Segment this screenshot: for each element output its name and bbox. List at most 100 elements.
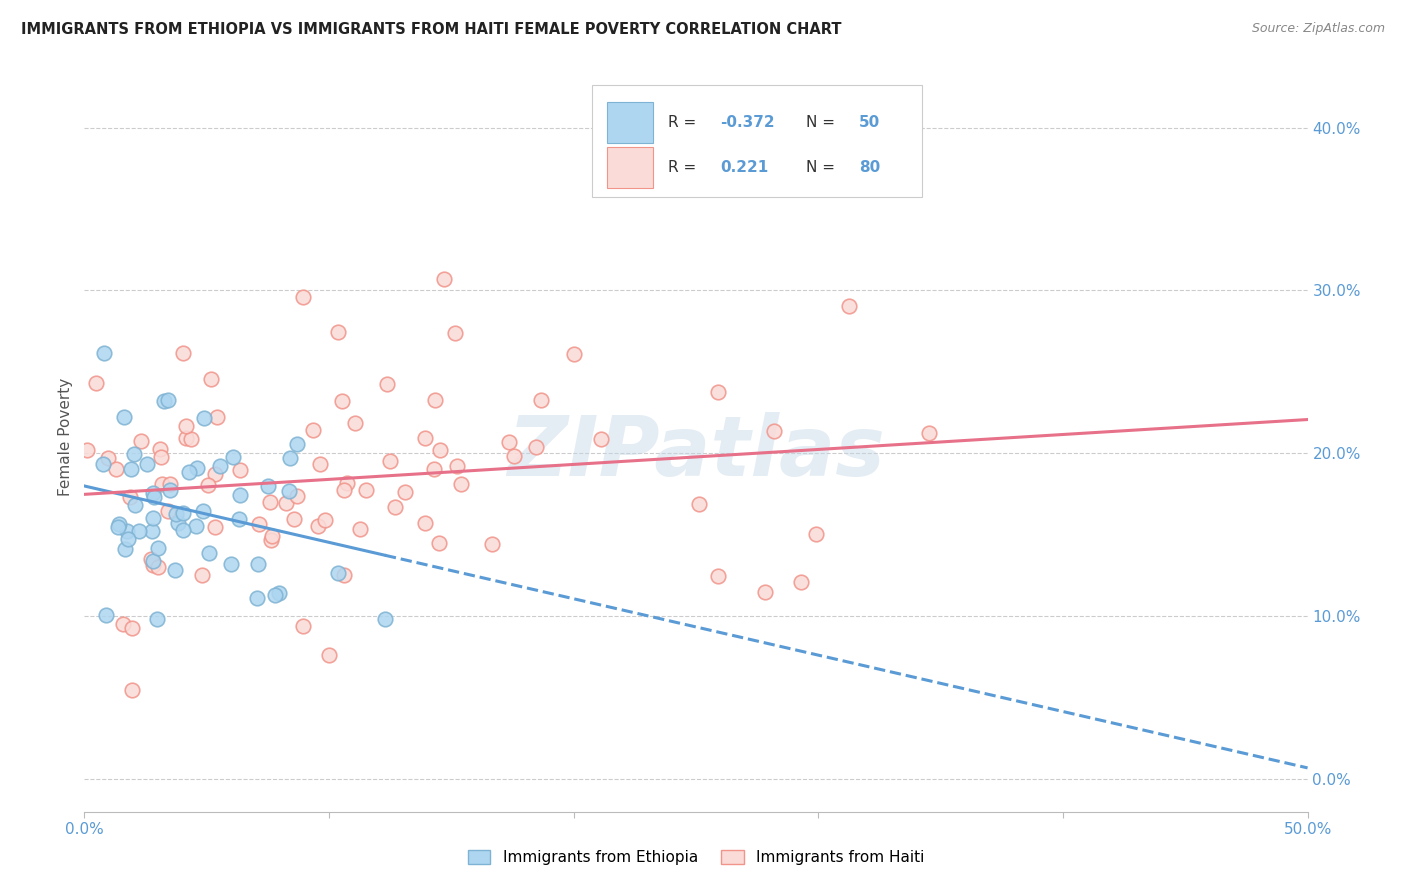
- Point: [246, 558, 269, 572]
- Point: [174, 419, 197, 434]
- Point: [707, 385, 730, 400]
- Point: [163, 563, 186, 577]
- Text: R =: R =: [668, 160, 702, 175]
- Point: [336, 476, 359, 491]
- Point: [166, 516, 188, 531]
- Point: [172, 523, 194, 537]
- Text: ZIPatlas: ZIPatlas: [508, 411, 884, 492]
- Point: [107, 520, 129, 534]
- Point: [378, 454, 401, 468]
- Point: [91, 457, 114, 471]
- Point: [263, 588, 285, 602]
- Text: IMMIGRANTS FROM ETHIOPIA VS IMMIGRANTS FROM HAITI FEMALE POVERTY CORRELATION CHA: IMMIGRANTS FROM ETHIOPIA VS IMMIGRANTS F…: [21, 22, 842, 37]
- Point: [148, 541, 170, 555]
- Point: [180, 432, 202, 446]
- Point: [413, 516, 436, 531]
- Point: [145, 612, 167, 626]
- Point: [141, 524, 163, 539]
- Point: [354, 483, 377, 497]
- Point: [193, 503, 215, 517]
- Point: [318, 648, 340, 662]
- Point: [114, 541, 136, 556]
- Point: [204, 519, 226, 533]
- Point: [707, 569, 730, 583]
- Point: [150, 476, 173, 491]
- Legend: Immigrants from Ethiopia, Immigrants from Haiti: Immigrants from Ethiopia, Immigrants fro…: [461, 844, 931, 871]
- Text: -0.372: -0.372: [720, 115, 775, 130]
- Point: [204, 467, 226, 481]
- Point: [274, 496, 297, 510]
- FancyBboxPatch shape: [606, 147, 654, 188]
- Point: [142, 558, 165, 572]
- Point: [229, 463, 252, 477]
- Point: [143, 490, 166, 504]
- Text: N =: N =: [806, 160, 839, 175]
- Point: [314, 513, 336, 527]
- Point: [149, 442, 172, 456]
- Point: [142, 511, 165, 525]
- Point: [193, 410, 215, 425]
- Point: [344, 416, 367, 430]
- Point: [84, 376, 107, 390]
- Point: [688, 497, 710, 511]
- Point: [394, 485, 416, 500]
- Point: [307, 518, 329, 533]
- Point: [174, 431, 197, 445]
- Point: [291, 619, 314, 633]
- Point: [249, 516, 271, 531]
- Y-axis label: Female Poverty: Female Poverty: [58, 378, 73, 496]
- Point: [159, 477, 181, 491]
- Point: [444, 326, 467, 340]
- Point: [429, 443, 451, 458]
- Point: [375, 377, 398, 392]
- Point: [838, 299, 860, 313]
- Point: [308, 457, 330, 471]
- Point: [762, 424, 785, 438]
- Point: [118, 490, 141, 504]
- Point: [114, 410, 136, 425]
- Point: [446, 458, 468, 473]
- Point: [117, 532, 139, 546]
- Point: [260, 529, 283, 543]
- Point: [115, 524, 138, 539]
- Text: Source: ZipAtlas.com: Source: ZipAtlas.com: [1251, 22, 1385, 36]
- Text: R =: R =: [668, 115, 702, 130]
- Point: [207, 410, 229, 425]
- Point: [328, 326, 350, 340]
- Point: [804, 527, 827, 541]
- Point: [349, 522, 371, 536]
- Point: [259, 494, 281, 508]
- Point: [278, 483, 301, 498]
- Point: [121, 621, 143, 635]
- Point: [524, 441, 547, 455]
- Point: [918, 426, 941, 441]
- Point: [121, 683, 143, 698]
- Point: [184, 518, 207, 533]
- Point: [197, 478, 219, 492]
- Point: [93, 346, 115, 360]
- Point: [141, 553, 163, 567]
- Point: [562, 347, 585, 361]
- Text: N =: N =: [806, 115, 839, 130]
- Point: [278, 451, 301, 466]
- Point: [172, 507, 194, 521]
- Point: [200, 372, 222, 386]
- Point: [427, 536, 450, 550]
- Point: [502, 449, 524, 463]
- Point: [283, 512, 305, 526]
- Point: [384, 500, 406, 514]
- Point: [96, 451, 118, 466]
- Point: [292, 290, 315, 304]
- Point: [156, 503, 179, 517]
- Point: [190, 567, 212, 582]
- Point: [302, 423, 325, 437]
- Point: [287, 489, 309, 503]
- Point: [413, 431, 436, 445]
- Point: [498, 434, 520, 449]
- Point: [153, 394, 176, 409]
- Point: [229, 488, 252, 502]
- Point: [142, 486, 165, 500]
- Point: [197, 546, 219, 560]
- Point: [228, 512, 250, 526]
- Point: [333, 483, 356, 497]
